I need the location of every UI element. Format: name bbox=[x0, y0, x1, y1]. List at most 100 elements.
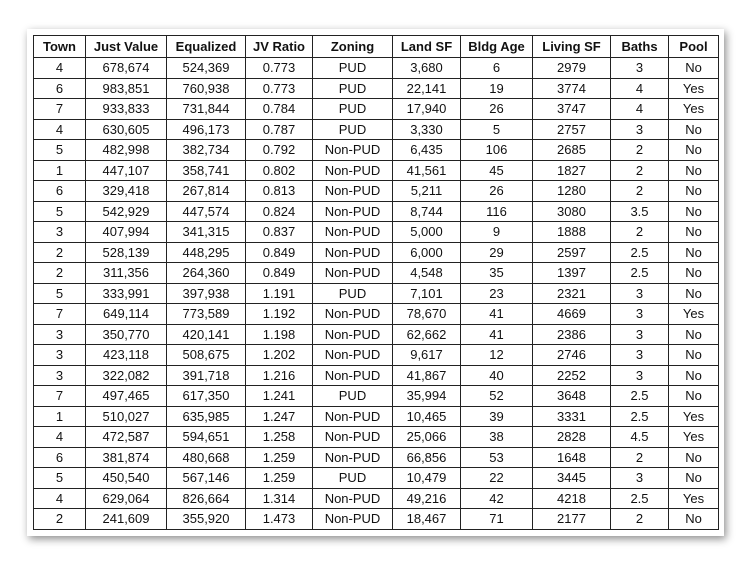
table-cell: 423,118 bbox=[85, 344, 167, 366]
table-cell: 2.5 bbox=[610, 405, 669, 427]
column-header: Baths bbox=[610, 35, 669, 58]
table-cell: 53 bbox=[460, 446, 533, 468]
table-cell: 116 bbox=[460, 200, 533, 222]
table-cell: Non-PUD bbox=[312, 200, 393, 222]
table-card: Town Just Value Equalized JV Ratio Zoning Lan… bbox=[27, 29, 724, 536]
table-row: 1 510,027 635,985 1.247 Non-PUD 10,465 39 3331 2… bbox=[33, 405, 719, 427]
table-cell: 2 bbox=[610, 139, 669, 161]
table-cell: 510,027 bbox=[85, 405, 167, 427]
table-cell: 1.192 bbox=[245, 303, 313, 325]
table-row: 5 333,991 397,938 1.191 PUD 7,101 23 2321 3 No bbox=[33, 282, 719, 304]
table-cell: 10,465 bbox=[392, 405, 461, 427]
table-cell: 2 bbox=[610, 508, 669, 530]
table-cell: 5 bbox=[33, 200, 86, 222]
table-cell: 391,718 bbox=[166, 364, 246, 386]
table-cell: PUD bbox=[312, 57, 393, 79]
table-cell: 4218 bbox=[532, 487, 611, 509]
table-cell: 49,216 bbox=[392, 487, 461, 509]
table-cell: 2.5 bbox=[610, 385, 669, 407]
table-cell: 1.259 bbox=[245, 467, 313, 489]
table-cell: 497,465 bbox=[85, 385, 167, 407]
table-cell: 5 bbox=[33, 282, 86, 304]
table-row: 7 933,833 731,844 0.784 PUD 17,940 26 3747 4 Yes bbox=[33, 98, 719, 120]
table-cell: 39 bbox=[460, 405, 533, 427]
table-cell: 2 bbox=[610, 159, 669, 181]
table-cell: 629,064 bbox=[85, 487, 167, 509]
table-cell: No bbox=[668, 364, 719, 386]
table-cell: 1 bbox=[33, 159, 86, 181]
table-cell: No bbox=[668, 180, 719, 202]
table-cell: Non-PUD bbox=[312, 508, 393, 530]
table-cell: PUD bbox=[312, 77, 393, 99]
table-cell: 678,674 bbox=[85, 57, 167, 79]
column-header: Just Value bbox=[85, 35, 167, 58]
table-cell: 26 bbox=[460, 180, 533, 202]
table-cell: 983,851 bbox=[85, 77, 167, 99]
table-cell: Yes bbox=[668, 303, 719, 325]
column-header: Equalized bbox=[166, 35, 246, 58]
table-cell: 731,844 bbox=[166, 98, 246, 120]
table-cell: 448,295 bbox=[166, 241, 246, 263]
table-cell: 41 bbox=[460, 303, 533, 325]
table-cell: No bbox=[668, 385, 719, 407]
table-cell: 35 bbox=[460, 262, 533, 284]
table-cell: 542,929 bbox=[85, 200, 167, 222]
table-cell: No bbox=[668, 446, 719, 468]
table-cell: 4 bbox=[33, 487, 86, 509]
table-cell: 933,833 bbox=[85, 98, 167, 120]
table-cell: 2252 bbox=[532, 364, 611, 386]
table-cell: 17,940 bbox=[392, 98, 461, 120]
table-cell: 2746 bbox=[532, 344, 611, 366]
table-cell: Non-PUD bbox=[312, 241, 393, 263]
table-cell: 18,467 bbox=[392, 508, 461, 530]
table-cell: 450,540 bbox=[85, 467, 167, 489]
table-cell: 2 bbox=[610, 180, 669, 202]
table-cell: 5 bbox=[33, 467, 86, 489]
table-cell: 2386 bbox=[532, 323, 611, 345]
table-cell: 3,330 bbox=[392, 118, 461, 140]
table-cell: 42 bbox=[460, 487, 533, 509]
table-cell: 3331 bbox=[532, 405, 611, 427]
table-cell: 0.802 bbox=[245, 159, 313, 181]
table-row: 3 423,118 508,675 1.202 Non-PUD 9,617 12 2746 3 N… bbox=[33, 344, 719, 366]
table-cell: No bbox=[668, 282, 719, 304]
table-cell: 38 bbox=[460, 426, 533, 448]
table-cell: No bbox=[668, 159, 719, 181]
table-row: 4 678,674 524,369 0.773 PUD 3,680 6 2979 3 No bbox=[33, 57, 719, 79]
table-cell: No bbox=[668, 139, 719, 161]
table-cell: 6 bbox=[33, 446, 86, 468]
table-row: 5 482,998 382,734 0.792 Non-PUD 6,435 106 2685 2… bbox=[33, 139, 719, 161]
table-row: 2 311,356 264,360 0.849 Non-PUD 4,548 35 1397 2.… bbox=[33, 262, 719, 284]
table-cell: 2.5 bbox=[610, 262, 669, 284]
table-cell: 3 bbox=[610, 118, 669, 140]
table-cell: 528,139 bbox=[85, 241, 167, 263]
column-header: Land SF bbox=[392, 35, 461, 58]
table-cell: 760,938 bbox=[166, 77, 246, 99]
table-cell: 62,662 bbox=[392, 323, 461, 345]
table-cell: 382,734 bbox=[166, 139, 246, 161]
table-cell: 45 bbox=[460, 159, 533, 181]
table-cell: 1 bbox=[33, 405, 86, 427]
data-table: Town Just Value Equalized JV Ratio Zoning Lan… bbox=[33, 35, 719, 530]
table-cell: 41,867 bbox=[392, 364, 461, 386]
table-cell: 267,814 bbox=[166, 180, 246, 202]
table-cell: 2 bbox=[33, 241, 86, 263]
table-cell: 264,360 bbox=[166, 262, 246, 284]
table-cell: 447,574 bbox=[166, 200, 246, 222]
table-cell: 6 bbox=[460, 57, 533, 79]
table-cell: No bbox=[668, 57, 719, 79]
table-cell: 1.258 bbox=[245, 426, 313, 448]
table-cell: 3 bbox=[33, 344, 86, 366]
table-cell: 617,350 bbox=[166, 385, 246, 407]
table-cell: 773,589 bbox=[166, 303, 246, 325]
table-cell: No bbox=[668, 262, 719, 284]
table-cell: 567,146 bbox=[166, 467, 246, 489]
table-cell: Yes bbox=[668, 426, 719, 448]
table-cell: 6,435 bbox=[392, 139, 461, 161]
table-cell: 2685 bbox=[532, 139, 611, 161]
table-cell: 311,356 bbox=[85, 262, 167, 284]
table-row: 5 542,929 447,574 0.824 Non-PUD 8,744 116 3080 3… bbox=[33, 200, 719, 222]
table-cell: 0.849 bbox=[245, 262, 313, 284]
table-cell: 1280 bbox=[532, 180, 611, 202]
table-row: 1 447,107 358,741 0.802 Non-PUD 41,561 45 1827 2… bbox=[33, 159, 719, 181]
